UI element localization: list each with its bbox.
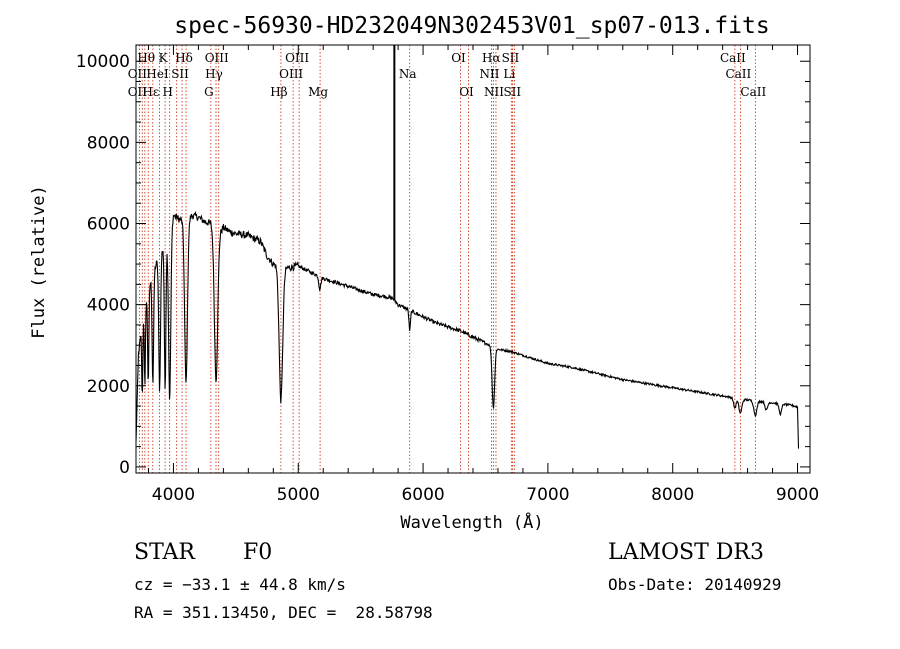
- line-annotation: OI: [451, 51, 466, 65]
- line-annotation: Hε: [143, 85, 160, 99]
- observation-date: Obs-Date: 20140929: [608, 575, 782, 594]
- plot-frame: [135, 44, 811, 474]
- x-axis-label: Wavelength (Å): [400, 511, 543, 533]
- line-annotation: NII: [484, 85, 504, 99]
- x-tick-label: 8000: [651, 485, 694, 505]
- line-annotation: Hθ: [137, 51, 155, 65]
- line-annotation: OII: [128, 85, 148, 99]
- line-annotation: K: [159, 51, 169, 65]
- x-tick-label: 4000: [152, 485, 195, 505]
- x-tick-label: 6000: [401, 485, 444, 505]
- line-annotation: NII: [479, 67, 499, 81]
- spectrum-line: [135, 210, 800, 449]
- line-annotation: Li: [503, 67, 515, 81]
- x-tick-label: 9000: [776, 485, 819, 505]
- object-class: STAR: [134, 540, 195, 565]
- line-annotation: OIII: [205, 51, 229, 65]
- y-tick-label: 8000: [87, 133, 130, 153]
- y-tick-label: 10000: [76, 52, 130, 72]
- y-tick-label: 6000: [87, 215, 130, 235]
- y-tick-label: 0: [119, 458, 130, 478]
- y-axis-label: Flux (relative): [29, 185, 49, 339]
- redshift-cz: cz = −33.1 ± 44.8 km/s: [134, 575, 346, 594]
- line-annotation: Hδ: [175, 51, 193, 65]
- x-tick-label: 7000: [526, 485, 569, 505]
- line-annotation: OI: [459, 85, 474, 99]
- line-annotation: Hβ: [270, 85, 287, 99]
- line-annotation: Hα: [482, 51, 501, 65]
- y-axis-ticks: 0 2000 4000 6000 8000 10000: [76, 52, 810, 478]
- line-annotation: HeI: [146, 67, 169, 81]
- line-annotation: SII: [171, 67, 189, 81]
- line-annotation: CaII: [725, 67, 751, 81]
- chart-title: spec-56930-HD232049N302453V01_sp07-013.f…: [174, 13, 769, 39]
- line-annotation: CaII: [740, 85, 766, 99]
- line-annotation: SII: [502, 51, 520, 65]
- object-subclass: F0: [243, 540, 273, 565]
- line-annotation: OIII: [279, 67, 303, 81]
- line-annotation: Hγ: [205, 67, 223, 81]
- line-annotation: G: [204, 85, 214, 99]
- line-annotation: H: [162, 85, 172, 99]
- survey-name: LAMOST DR3: [608, 540, 764, 565]
- line-annotation: Na: [399, 67, 417, 81]
- y-tick-label: 4000: [87, 296, 130, 316]
- line-annotation: Mg: [308, 85, 328, 99]
- coordinates: RA = 351.13450, DEC = 28.58798: [134, 603, 433, 622]
- line-annotation: CaII: [720, 51, 746, 65]
- y-tick-label: 2000: [87, 377, 130, 397]
- x-axis-ticks: 4000 5000 6000 7000 8000 9000: [147, 45, 819, 505]
- line-annotation: OII: [128, 67, 148, 81]
- x-tick-label: 5000: [277, 485, 320, 505]
- line-markers: [138, 45, 756, 473]
- line-annotation: SII: [503, 85, 521, 99]
- line-annotation: OIII: [285, 51, 309, 65]
